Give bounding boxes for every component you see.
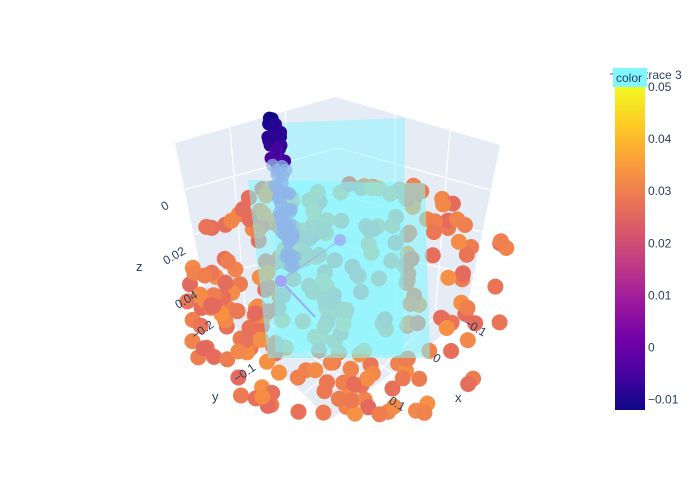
z-tick-label: 0.02 [161, 244, 189, 268]
data-point [457, 217, 473, 233]
data-point [330, 390, 347, 407]
data-point [290, 403, 307, 420]
data-point [492, 233, 509, 250]
colorbar-tick-label: 0.01 [648, 288, 672, 302]
y-axis-title: y [212, 389, 219, 404]
data-point [195, 340, 212, 357]
trace-3-line [280, 280, 316, 318]
data-point [416, 404, 433, 421]
data-point [241, 319, 258, 336]
colorbar-tick-label: 0.03 [648, 184, 672, 198]
data-point [459, 332, 476, 349]
data-point [230, 369, 247, 386]
data-point [271, 364, 287, 381]
data-point [192, 286, 209, 303]
data-point [345, 376, 362, 392]
colorbar-tick-label: −0.01 [648, 393, 679, 407]
trace-3-marker [275, 275, 287, 287]
marker-column [261, 111, 301, 273]
z-tick-label: 0 [159, 198, 172, 214]
data-point [319, 374, 335, 391]
data-point [440, 269, 457, 286]
data-point [192, 317, 209, 334]
data-point [458, 246, 475, 263]
data-point [322, 354, 339, 371]
data-point [229, 303, 246, 319]
colorbar-title: color [616, 71, 642, 85]
data-point [184, 333, 201, 350]
data-point [384, 380, 401, 397]
data-point [198, 218, 215, 235]
data-point [343, 361, 359, 378]
data-point [443, 343, 460, 359]
data-point [450, 233, 467, 250]
trace-3-marker [334, 234, 346, 246]
data-point [217, 274, 234, 291]
data-point [247, 305, 264, 322]
data-point [282, 235, 296, 249]
data-point [460, 376, 477, 392]
data-point [196, 267, 213, 284]
data-point [203, 297, 219, 314]
data-point [233, 387, 249, 404]
data-point [359, 370, 376, 387]
data-point [179, 293, 196, 310]
colorbar-tick-label: 0.05 [648, 80, 672, 94]
data-point [435, 196, 452, 213]
trace-3-line-2 [280, 239, 341, 282]
data-point [411, 370, 428, 387]
data-point [315, 404, 332, 421]
data-point [454, 266, 471, 283]
colorbar-tick-label: 0.04 [648, 132, 672, 146]
data-point [223, 212, 240, 229]
data-point [284, 259, 298, 273]
colorbar: 0.05 0.04 0.03 0.02 0.01 0 −0.01 [615, 80, 679, 410]
colorbar-title-box [613, 68, 647, 87]
data-point [438, 320, 455, 336]
data-point [307, 362, 324, 379]
colorbar-tick-label: 0 [648, 340, 655, 354]
data-point [289, 369, 306, 386]
data-point [219, 253, 236, 270]
data-point [347, 405, 363, 422]
colorbar-tick-label: 0.02 [648, 236, 672, 250]
data-point [424, 247, 441, 264]
data-point [230, 343, 247, 360]
data-point [283, 187, 296, 201]
data-point [253, 331, 270, 348]
data-point [459, 299, 476, 316]
trace-3 [275, 234, 346, 318]
data-point [467, 315, 484, 332]
data-point [425, 224, 442, 240]
data-point [491, 314, 508, 331]
data-point [343, 392, 360, 409]
x-axis-title: x [455, 390, 462, 405]
legend: trace 3 color [610, 68, 682, 87]
data-point [487, 278, 504, 295]
data-point [219, 351, 236, 368]
data-point [386, 398, 403, 415]
data-point [254, 388, 271, 405]
data-point [371, 406, 388, 423]
legend-item-label: trace 3 [645, 68, 682, 82]
data-point [394, 370, 411, 387]
colorbar-gradient [615, 87, 645, 410]
z-axis-title: z [136, 259, 143, 274]
